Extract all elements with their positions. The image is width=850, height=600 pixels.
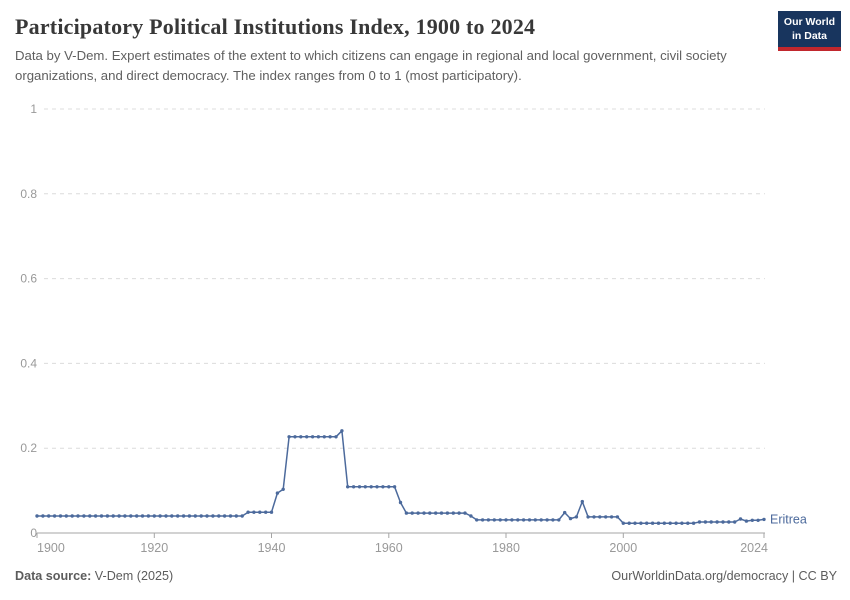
x-tick-label: 1920 (140, 541, 168, 555)
data-source-label: Data source: (15, 569, 92, 583)
page-title: Participatory Political Institutions Ind… (15, 14, 536, 39)
y-tick-label: 1 (30, 102, 37, 116)
x-tick-label: 1980 (492, 541, 520, 555)
y-tick-label: 0.4 (20, 356, 37, 370)
entity-label[interactable]: Eritrea (770, 512, 807, 526)
data-source: Data source: V-Dem (2025) (15, 569, 173, 583)
data-line-eritrea (36, 430, 765, 524)
x-tick-label: 2024 (740, 541, 768, 555)
owid-logo: Our World in Data (778, 11, 841, 52)
data-source-value: V-Dem (2025) (91, 569, 174, 583)
x-tick-label: 1900 (37, 541, 65, 555)
x-tick-label: 1940 (258, 541, 286, 555)
owid-logo-line2: in Data (791, 29, 827, 42)
x-tick-label: 2000 (609, 541, 637, 555)
x-tick-label: 1960 (375, 541, 403, 555)
data-points (35, 429, 766, 525)
y-axis-labels: 0 0.2 0.4 0.6 0.8 1 (20, 102, 37, 540)
chart-subtitle: Data by V-Dem. Expert estimates of the e… (15, 48, 727, 83)
y-tick-label: 0.6 (20, 272, 37, 286)
credit-link[interactable]: OurWorldinData.org/democracy | CC BY (611, 569, 837, 583)
gridlines (44, 108, 765, 449)
chart-footer: Data source: V-Dem (2025) OurWorldinData… (15, 569, 837, 583)
x-axis: 1900 1920 1940 1960 1980 2000 2024 (36, 532, 768, 555)
y-tick-label: 0 (30, 526, 37, 540)
y-tick-label: 0.8 (20, 187, 37, 201)
owid-logo-line1: Our World (783, 16, 836, 28)
y-tick-label: 0.2 (20, 441, 37, 455)
chart-header: Participatory Political Institutions Ind… (0, 0, 850, 85)
chart-svg: 0 0.2 0.4 0.6 0.8 1 1900 1920 1940 1960 1980 2000 20… (20, 102, 807, 555)
